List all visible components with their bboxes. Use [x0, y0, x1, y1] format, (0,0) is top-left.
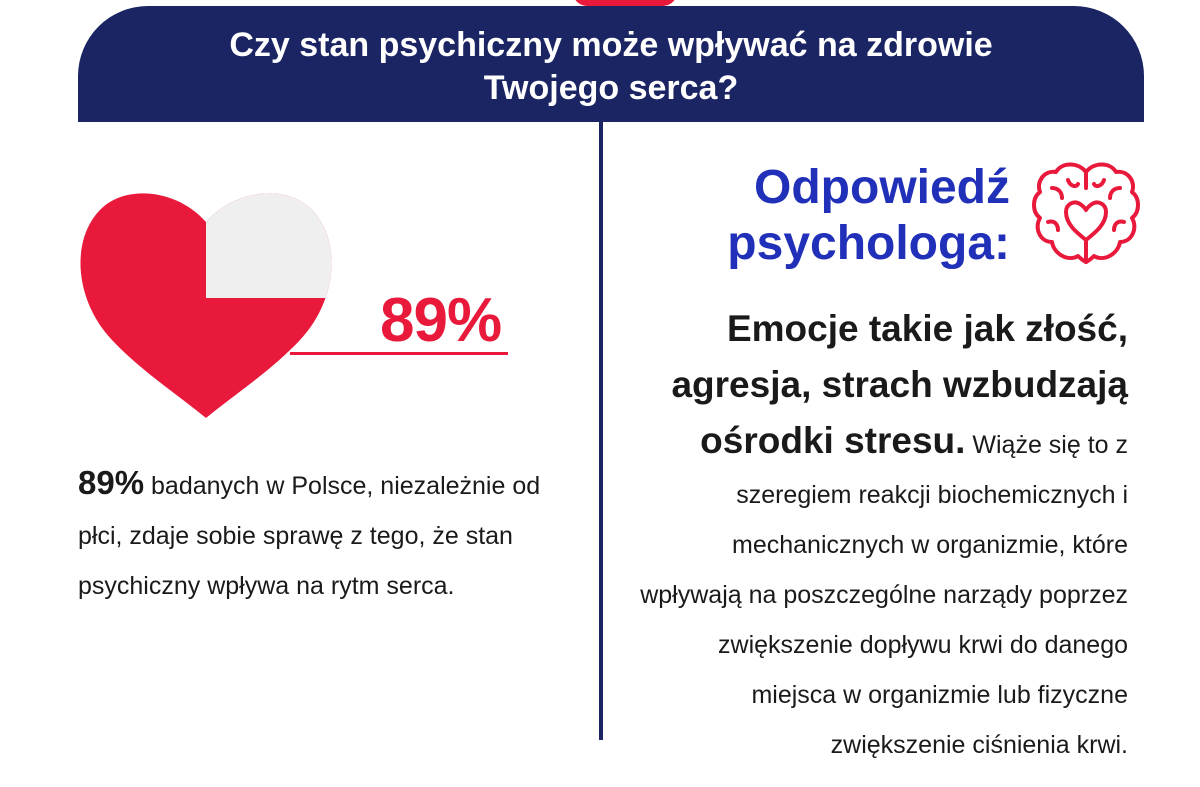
- header-title-line2: Twojego serca?: [483, 69, 739, 107]
- survey-percent: 89%: [78, 464, 145, 501]
- heart-icon: [80, 193, 332, 419]
- answer-emphasis: Emocje takie jak złość, agresja, strach …: [671, 308, 1128, 461]
- vertical-divider: [599, 122, 603, 740]
- brain-heart-icon: [1030, 158, 1142, 270]
- survey-text: badanych w Polsce, niezależnie od płci, …: [78, 472, 541, 600]
- top-accent-tab: [573, 0, 677, 6]
- answer-title-line1: Odpowiedź: [754, 161, 1010, 214]
- survey-description: 89% badanych w Polsce, niezależnie od pł…: [78, 458, 548, 611]
- header-banner: Czy stan psychiczny może wpływać na zdro…: [78, 6, 1144, 122]
- psychologist-answer: Emocje takie jak złość, agresja, strach …: [640, 302, 1128, 770]
- answer-title: Odpowiedź psychologa:: [660, 160, 1010, 272]
- answer-title-line2: psychologa:: [727, 217, 1010, 270]
- answer-body: Wiąże się to z szeregiem reakcji biochem…: [640, 431, 1128, 759]
- heart-grey-area: [206, 193, 332, 298]
- header-title-line1: Czy stan psychiczny może wpływać na zdro…: [229, 26, 993, 64]
- heart-chart: [78, 180, 518, 430]
- stat-underline: [290, 352, 508, 355]
- stat-value: 89%: [380, 286, 502, 355]
